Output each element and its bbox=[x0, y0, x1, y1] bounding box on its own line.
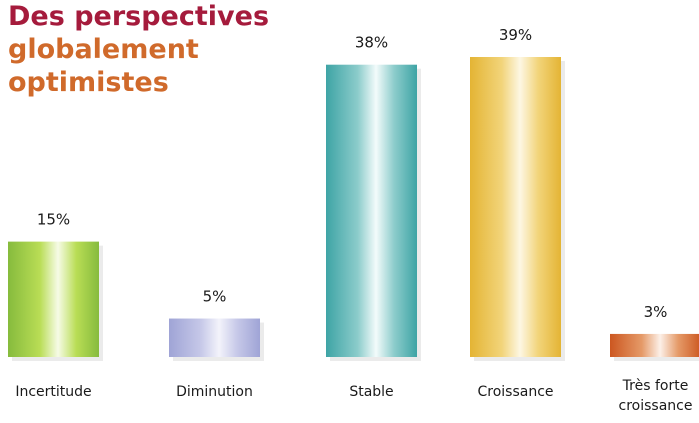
bar-diminution bbox=[169, 318, 260, 357]
chart-title: Des perspectives globalement optimistes bbox=[8, 0, 269, 99]
chart-title-line-2: globalement bbox=[8, 34, 199, 65]
data-label: 3% bbox=[644, 303, 668, 321]
chart-title-line-1: Des perspectives bbox=[8, 1, 270, 32]
category-label: Diminution bbox=[176, 384, 253, 400]
category-label: Stable bbox=[349, 384, 393, 400]
data-label: 5% bbox=[203, 288, 227, 306]
category-label: Croissance bbox=[477, 384, 553, 400]
bars-group: 15% Incertitude 5% Diminution 38% Stable 39% Cr… bbox=[8, 26, 699, 414]
bar-très-forte-croissance bbox=[610, 333, 699, 357]
bar-incertitude bbox=[8, 241, 99, 357]
data-label: 39% bbox=[499, 26, 532, 44]
category-label: Incertitude bbox=[15, 384, 91, 400]
data-label: 38% bbox=[355, 34, 388, 52]
bar-croissance bbox=[470, 57, 561, 357]
chart-title-line-3: optimistes bbox=[8, 67, 169, 98]
bar-stable bbox=[326, 64, 417, 357]
data-label: 15% bbox=[37, 211, 70, 229]
category-label: Très forte croissance bbox=[619, 378, 693, 414]
